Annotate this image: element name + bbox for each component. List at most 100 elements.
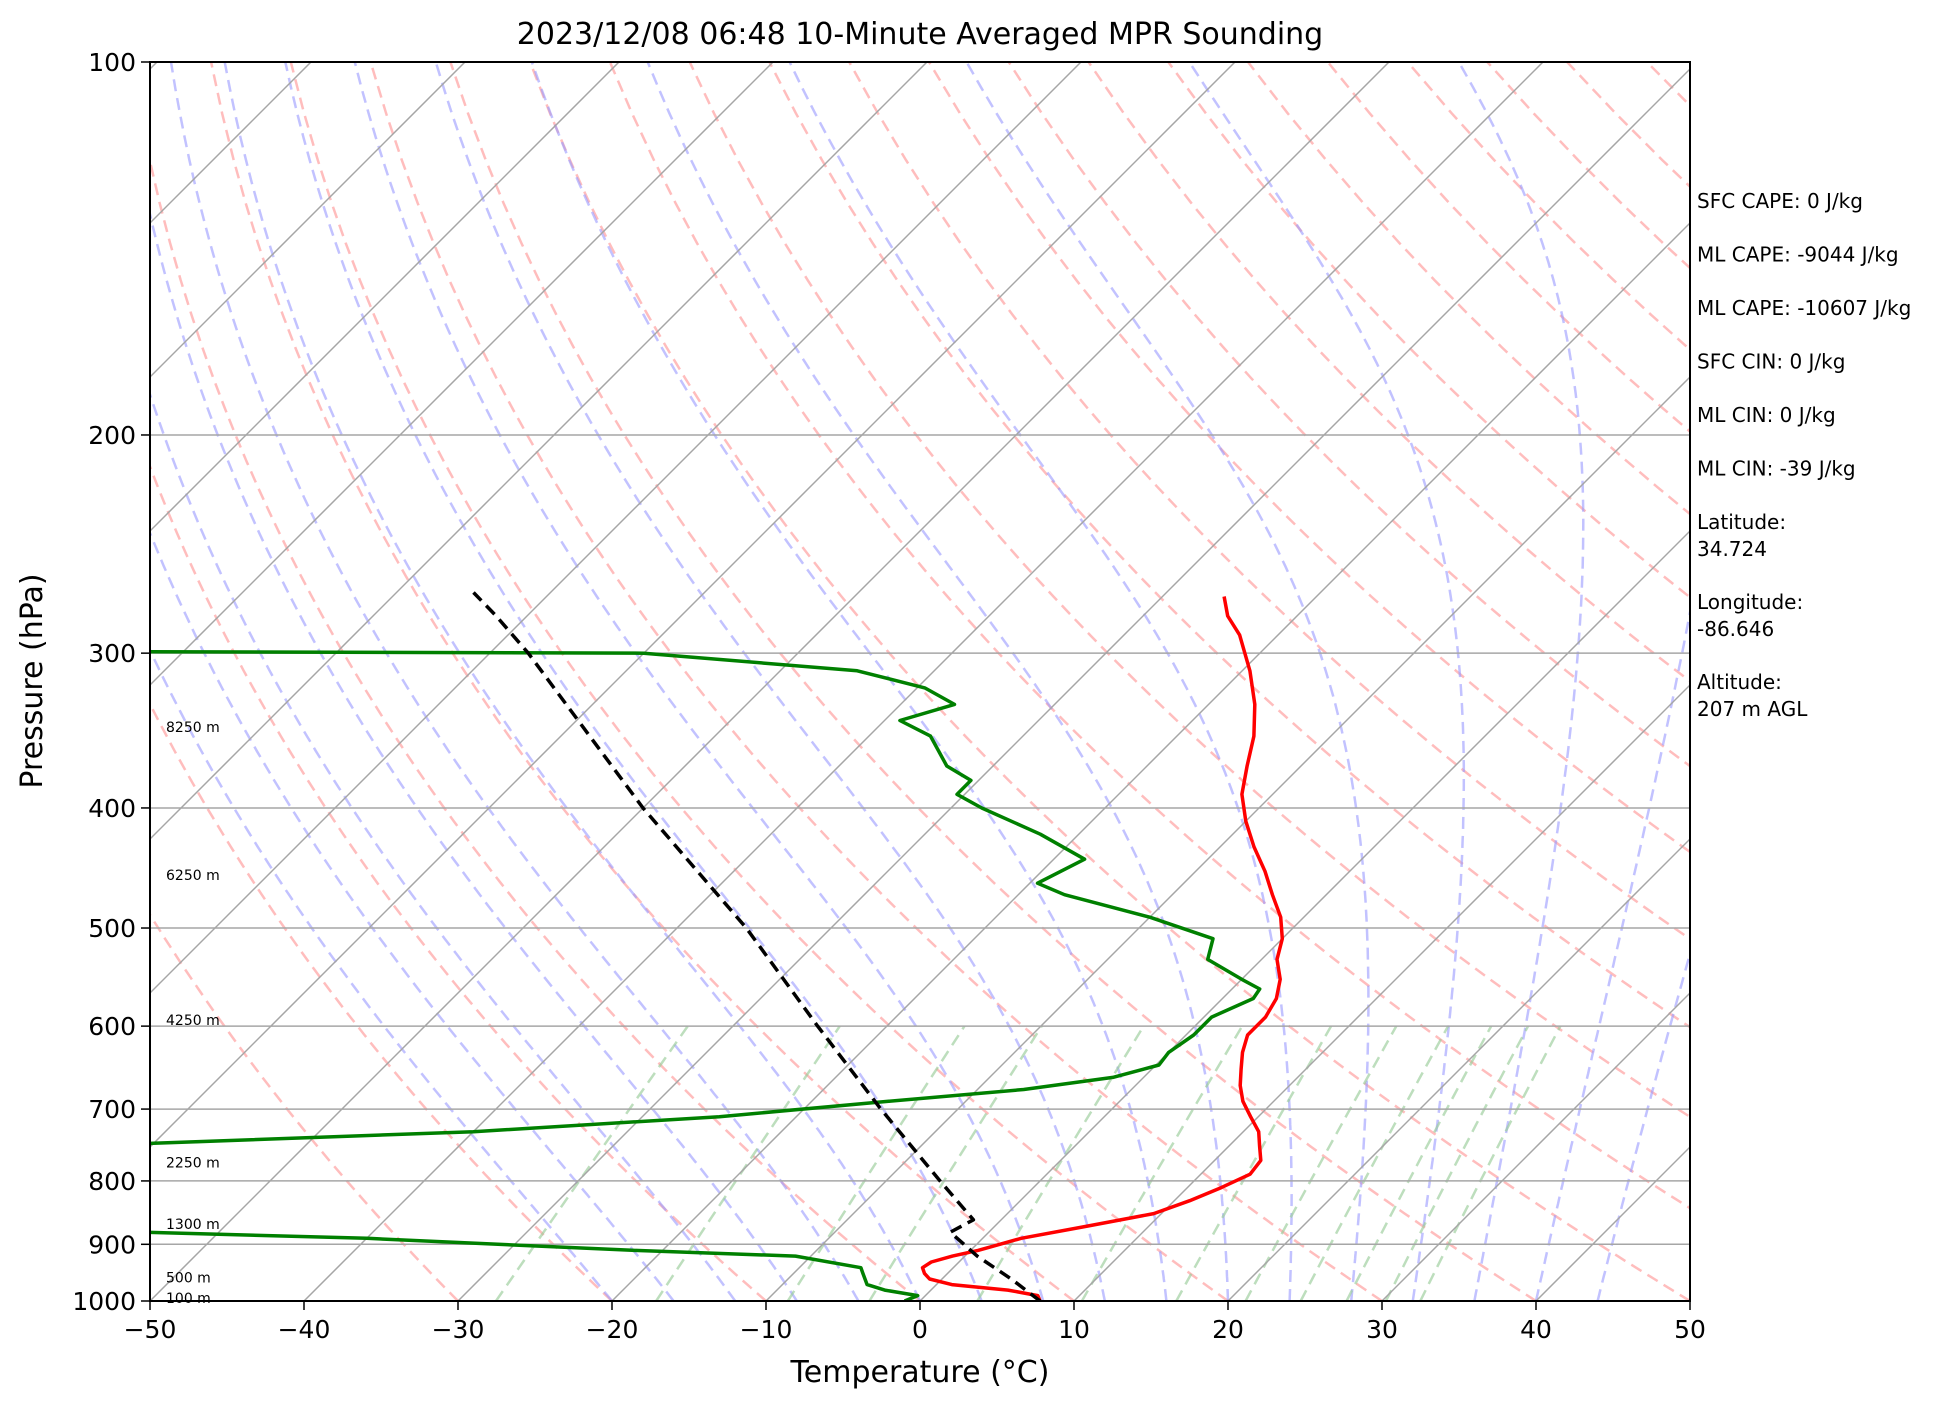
info-text: 207 m AGL — [1697, 697, 1808, 721]
y-tick-label: 300 — [88, 639, 136, 668]
isotherm — [150, 62, 1082, 995]
background-lines — [0, 62, 1690, 1301]
info-text: ML CAPE: -10607 J/kg — [1697, 296, 1911, 320]
dry-adiabat — [608, 62, 1690, 1210]
x-tick-label: 20 — [1212, 1315, 1244, 1344]
isotherm — [150, 62, 466, 379]
y-tick-label: 900 — [88, 1230, 136, 1259]
plot-frame — [149, 61, 1691, 1302]
y-tick-label: 400 — [88, 794, 136, 823]
height-label: 4250 m — [166, 1013, 220, 1029]
x-axis-label: Temperature (°C) — [790, 1355, 1050, 1390]
x-tick-label: −20 — [586, 1315, 639, 1344]
info-text: Latitude: — [1697, 510, 1786, 534]
dry-adiabat — [1087, 62, 1690, 683]
info-text: SFC CIN: 0 J/kg — [1697, 350, 1845, 374]
mixing-ratio-line — [1384, 1025, 1530, 1301]
moist-adiabat — [150, 390, 737, 1301]
dry-adiabat — [150, 701, 613, 1301]
x-tick-label: −30 — [432, 1315, 485, 1344]
info-text: 34.724 — [1697, 537, 1767, 561]
x-tick-label: 0 — [912, 1315, 928, 1344]
moist-adiabat — [965, 62, 1370, 1301]
dry-adiabat — [150, 155, 921, 1301]
isotherm — [150, 62, 1390, 1301]
isotherm — [1381, 991, 1690, 1301]
dry-adiabat — [289, 62, 1229, 1301]
moist-adiabat — [1596, 949, 1690, 1301]
mixing-ratio-line — [868, 1025, 1043, 1301]
parcel-line — [472, 591, 1042, 1301]
moist-adiabat — [150, 647, 613, 1301]
dry-adiabat — [150, 463, 767, 1301]
moist-adiabat — [1534, 605, 1690, 1301]
x-tick-label: −40 — [278, 1315, 331, 1344]
dry-adiabat — [848, 62, 1690, 941]
isotherm — [611, 221, 1690, 1301]
dewpoint-line — [150, 650, 1262, 1301]
x-tick-label: 30 — [1366, 1315, 1398, 1344]
x-axis: −50 −40 −30 −20 −10 0 10 20 30 40 50 — [124, 1301, 1706, 1344]
y-tick-label: 1000 — [72, 1287, 136, 1316]
dry-adiabat — [449, 62, 1537, 1301]
chart-title: 2023/12/08 06:48 10-Minute Averaged MPR … — [517, 17, 1323, 52]
moist-adiabat — [1457, 62, 1585, 1301]
y-tick-label: 800 — [88, 1167, 136, 1196]
isotherm — [1227, 837, 1690, 1301]
mixing-ratio-line — [494, 1025, 689, 1301]
info-text: SFC CAPE: 0 J/kg — [1697, 189, 1863, 213]
moist-adiabat — [223, 62, 922, 1301]
isotherm — [0, 62, 3, 1301]
x-tick-label: −10 — [740, 1315, 793, 1344]
moist-adiabat — [169, 62, 860, 1301]
info-text: Longitude: — [1697, 590, 1803, 614]
isotherm — [150, 62, 928, 841]
y-tick-label: 700 — [88, 1095, 136, 1124]
mixing-ratio-line — [976, 1025, 1145, 1301]
height-label: 500 m — [166, 1270, 211, 1286]
dry-adiabat — [528, 62, 1690, 1301]
y-tick-label: 200 — [88, 421, 136, 450]
isotherm — [1073, 683, 1690, 1301]
isotherm — [919, 529, 1690, 1301]
y-tick-label: 600 — [88, 1012, 136, 1041]
y-axis: 1000 900 800 700 600 500 400 300 200 100 — [72, 48, 150, 1316]
info-text: Altitude: — [1697, 670, 1782, 694]
height-label: 8250 m — [166, 720, 220, 736]
dry-adiabat — [369, 62, 1383, 1301]
info-panel: SFC CAPE: 0 J/kg ML CAPE: -9044 J/kg ML CA… — [1697, 189, 1911, 721]
height-label: 100 m — [166, 1291, 211, 1307]
height-label: 2250 m — [166, 1155, 220, 1171]
isotherm — [150, 62, 774, 687]
isotherm — [150, 62, 1236, 1149]
y-tick-label: 500 — [88, 914, 136, 943]
isotherm — [150, 62, 620, 533]
moist-adiabat — [788, 62, 1293, 1301]
moist-adiabat — [530, 62, 1168, 1301]
dry-adiabat — [209, 62, 1075, 1301]
moist-adiabat — [353, 62, 1045, 1301]
moist-adiabat — [646, 62, 1230, 1301]
isotherm — [457, 67, 1690, 1301]
dry-adiabat — [768, 62, 1690, 1029]
moist-adiabat — [434, 62, 1107, 1301]
temperature-line — [920, 596, 1285, 1301]
x-tick-label: 50 — [1674, 1315, 1706, 1344]
moist-adiabat — [1188, 62, 1466, 1301]
y-tick-label: 100 — [88, 48, 136, 77]
dry-adiabat — [1167, 62, 1690, 599]
height-labels: 8250 m 6250 m 4250 m 2250 m 1300 m 500 m 100 m — [166, 720, 220, 1307]
dry-adiabat — [688, 62, 1690, 1119]
info-text: -86.646 — [1697, 617, 1774, 641]
info-text: ML CAPE: -9044 J/kg — [1697, 243, 1899, 267]
x-tick-label: 10 — [1058, 1315, 1090, 1344]
isotherm — [303, 62, 1544, 1301]
height-label: 6250 m — [166, 868, 220, 884]
y-axis-label: Pressure (hPa) — [15, 573, 50, 788]
info-text: ML CIN: -39 J/kg — [1697, 457, 1856, 481]
dry-adiabat — [150, 912, 459, 1301]
info-text: ML CIN: 0 J/kg — [1697, 403, 1836, 427]
height-label: 1300 m — [166, 1217, 220, 1233]
mixing-ratio-line — [1419, 1025, 1562, 1301]
